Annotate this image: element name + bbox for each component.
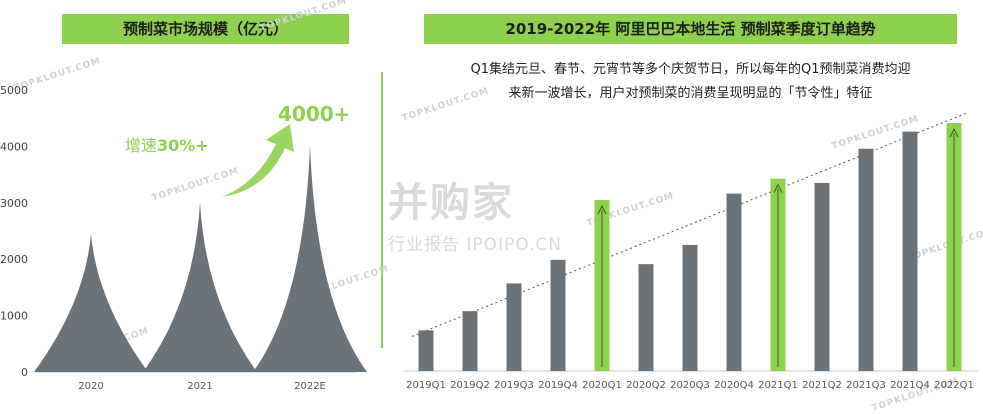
target-value-label: 4000+ xyxy=(278,102,350,126)
bar-2019Q2 xyxy=(462,311,478,371)
left-y-tick-4: 4000 xyxy=(0,140,28,153)
right-x-tick-11: 2021Q4 xyxy=(890,380,930,391)
market-spike-2021 xyxy=(143,202,257,372)
left-y-tick-5: 5000 xyxy=(0,84,28,97)
market-size-chart: 0 1000 2000 3000 4000 5000 2020 2021 2022E 增速30%+… xyxy=(0,84,367,392)
market-spike-2022E xyxy=(253,145,367,372)
bar-2019Q3 xyxy=(506,283,522,371)
right-x-tick-1: 2019Q2 xyxy=(450,380,490,391)
right-x-tick-5: 2020Q2 xyxy=(626,380,666,391)
right-chart-title: 2019-2022年 阿里巴巴本地生活 预制菜季度订单趋势 xyxy=(424,14,957,44)
bar-arrowhead-2022Q1 xyxy=(949,127,959,138)
left-chart-title: 预制菜市场规模（亿元） xyxy=(62,14,349,44)
left-y-tick-2: 2000 xyxy=(0,253,28,266)
right-x-tick-2: 2019Q3 xyxy=(494,380,534,391)
right-x-tick-7: 2020Q4 xyxy=(714,380,754,391)
brand-sub: 行业报告 IPOIPO.CN xyxy=(388,235,562,255)
left-x-tick-2: 2022E xyxy=(294,381,326,392)
left-y-tick-1: 1000 xyxy=(0,310,28,323)
left-y-tick-3: 3000 xyxy=(0,197,28,210)
right-x-tick-9: 2021Q2 xyxy=(802,380,842,391)
right-x-tick-6: 2020Q3 xyxy=(670,380,710,391)
market-spike-2020 xyxy=(34,233,148,372)
quarterly-orders-chart: 2019Q1 2019Q2 2019Q3 2019Q4 2020Q1 2020Q2 2020… xyxy=(404,112,978,391)
left-x-tick-1: 2021 xyxy=(187,381,212,392)
brand-watermark: 并购家 行业报告 IPOIPO.CN xyxy=(388,170,562,255)
bar-2020Q3 xyxy=(682,244,698,371)
bar-2020Q2 xyxy=(638,264,654,371)
right-x-tick-12: 2022Q1 xyxy=(934,380,974,391)
bar-2021Q2 xyxy=(814,182,830,371)
right-x-tick-8: 2021Q1 xyxy=(758,380,798,391)
bar-arrowhead-2020Q1 xyxy=(597,204,607,215)
right-x-tick-3: 2019Q4 xyxy=(538,380,578,391)
left-x-tick-0: 2020 xyxy=(78,381,103,392)
bar-2019Q4 xyxy=(550,259,566,371)
bar-2020Q4 xyxy=(726,193,742,371)
brand-name: 并购家 xyxy=(388,180,514,226)
bar-2021Q4 xyxy=(902,131,918,371)
bar-arrowhead-2021Q1 xyxy=(773,183,783,193)
right-chart-note-line2: 来新一波增长，用户对预制菜的消费呈现明显的「节令性」特征 xyxy=(508,86,873,101)
right-x-tick-10: 2021Q3 xyxy=(846,380,886,391)
right-x-tick-0: 2019Q1 xyxy=(406,380,446,391)
growth-arrow xyxy=(222,124,294,197)
section-divider xyxy=(381,72,383,348)
bar-2021Q3 xyxy=(858,148,874,371)
right-x-tick-4: 2020Q1 xyxy=(582,380,622,391)
bar-2019Q1 xyxy=(418,330,434,371)
growth-rate-label: 增速30%+ xyxy=(125,136,209,155)
left-y-tick-0: 0 xyxy=(21,366,28,379)
right-chart-note-line1: Q1集结元旦、春节、元宵节等多个庆贺节日，所以每年的Q1预制菜消费均迎 xyxy=(470,62,911,77)
